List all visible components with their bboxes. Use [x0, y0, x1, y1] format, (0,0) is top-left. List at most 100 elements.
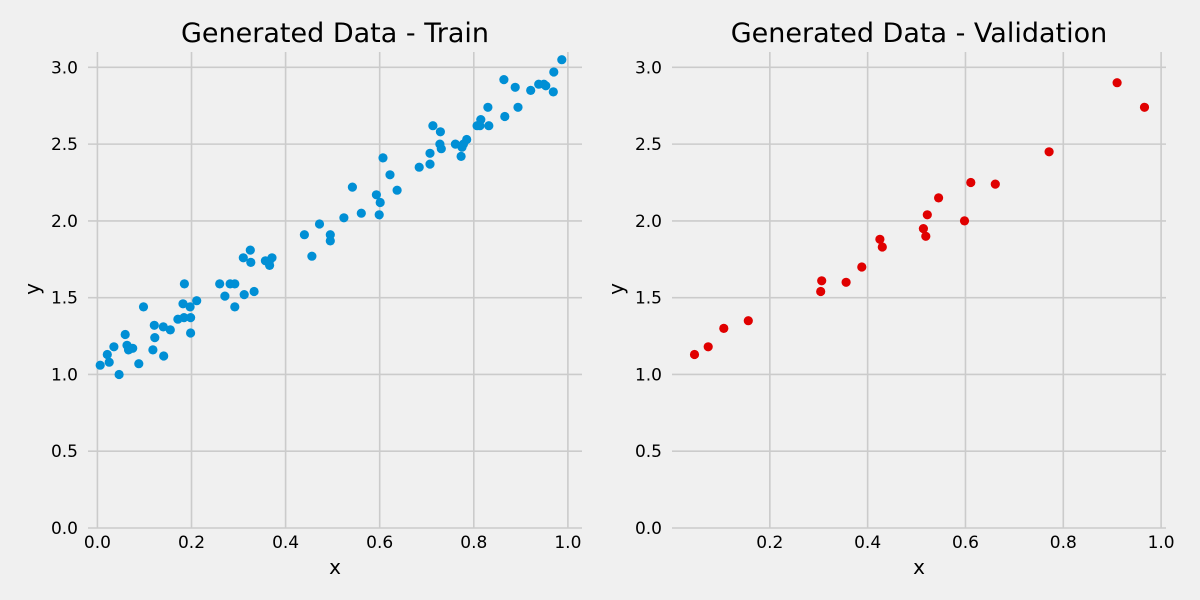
train-data-point: [392, 185, 402, 195]
train-data-point: [307, 251, 317, 261]
validation-data-point: [966, 177, 976, 188]
train-data-point: [414, 162, 424, 172]
validation-data-point: [877, 242, 887, 252]
train-y-tick-label: 0.5: [51, 442, 78, 462]
validation-gridlines: [672, 52, 1166, 529]
train-gridlines: [88, 52, 582, 529]
validation-x-tick-label: 0.6: [952, 533, 979, 553]
train-data-point: [374, 210, 384, 220]
validation-x-tick-label: 1.0: [1148, 533, 1175, 553]
train-data-point: [239, 290, 249, 300]
train-data-point: [299, 230, 309, 240]
validation-x-tick-label: 0.8: [1050, 533, 1077, 553]
validation-points: [689, 78, 1150, 360]
validation-data-point: [816, 286, 826, 297]
validation-data-point: [857, 262, 867, 272]
train-data-point: [456, 151, 466, 161]
train-data-point: [178, 299, 188, 309]
train-data-point: [510, 82, 520, 92]
validation-plot-area: 0.2 0.4 0.6 0.8 1.0 0.0 0.5 1.0 1.5 2.0 2.5 3.0: [635, 52, 1175, 553]
validation-data-point: [921, 231, 931, 241]
train-data-point: [179, 279, 189, 289]
train-points: [95, 55, 567, 380]
validation-panel: Generated Data - Validation x y 0.2 0.4 0.…: [604, 18, 1175, 579]
train-data-point: [425, 148, 435, 158]
train-data-point: [526, 85, 536, 95]
train-x-tick-label: 0.8: [460, 533, 487, 553]
train-data-point: [230, 279, 240, 289]
train-y-axis-label: y: [20, 283, 44, 295]
validation-y-tick-label: 1.5: [635, 289, 662, 309]
train-data-point: [102, 349, 112, 360]
validation-x-tick-label: 0.4: [854, 533, 881, 553]
train-data-point: [104, 357, 114, 367]
train-data-point: [484, 121, 494, 131]
train-title: Generated Data - Train: [181, 18, 489, 49]
train-plot-area: 0.0 0.2 0.4 0.6 0.8 1.0 0.0 0.5 1.0 1.5 2.0 2.5 3.0: [51, 52, 582, 553]
train-data-point: [499, 75, 509, 85]
train-data-point: [128, 343, 138, 353]
train-data-point: [548, 87, 558, 97]
train-x-tick-label: 0.2: [178, 533, 205, 553]
train-data-point: [500, 111, 510, 122]
validation-data-point: [1044, 147, 1054, 157]
validation-y-tick-label: 0.5: [635, 442, 662, 462]
train-data-point: [134, 359, 144, 369]
validation-y-tick-label: 3.0: [635, 58, 662, 78]
train-data-point: [314, 219, 325, 229]
train-data-point: [436, 144, 446, 154]
validation-data-point: [875, 234, 885, 244]
train-y-tick-label: 2.0: [51, 212, 78, 232]
train-data-point: [95, 360, 105, 370]
train-data-point: [475, 121, 485, 131]
train-data-point: [549, 67, 559, 77]
train-data-point: [249, 286, 259, 297]
validation-tick-labels: 0.2 0.4 0.6 0.8 1.0 0.0 0.5 1.0 1.5 2.0 2.5 3.0: [635, 58, 1175, 553]
train-data-point: [428, 121, 438, 131]
validation-data-point: [922, 210, 932, 220]
validation-data-point: [1112, 78, 1122, 88]
validation-data-point: [817, 276, 827, 286]
validation-title: Generated Data - Validation: [731, 18, 1108, 49]
train-data-point: [375, 197, 385, 208]
train-data-point: [158, 322, 168, 332]
train-data-point: [186, 328, 196, 338]
train-panel: Generated Data - Train x y 0.0 0.2 0.4 0.6 0…: [20, 18, 582, 579]
train-data-point: [179, 313, 189, 323]
validation-data-point: [743, 316, 753, 326]
train-y-tick-label: 1.0: [51, 365, 78, 385]
train-x-axis-label: x: [329, 555, 341, 579]
train-data-point: [120, 329, 130, 340]
train-data-point: [513, 102, 523, 112]
train-data-point: [148, 345, 158, 355]
train-data-point: [159, 351, 169, 361]
train-data-point: [425, 159, 435, 169]
train-data-point: [557, 55, 567, 65]
train-tick-labels: 0.0 0.2 0.4 0.6 0.8 1.0 0.0 0.5 1.0 1.5 2.0 2.5 3.0: [51, 58, 581, 553]
validation-data-point: [959, 216, 970, 226]
train-data-point: [347, 182, 357, 192]
validation-x-tick-label: 0.2: [756, 533, 783, 553]
train-data-point: [356, 208, 366, 218]
train-x-tick-label: 1.0: [554, 533, 581, 553]
validation-y-tick-label: 2.5: [635, 135, 662, 155]
train-y-tick-label: 2.5: [51, 135, 78, 155]
train-data-point: [192, 296, 202, 306]
train-data-point: [435, 127, 445, 137]
validation-y-axis-label: y: [604, 283, 628, 295]
train-data-point: [238, 253, 248, 263]
train-data-point: [462, 134, 472, 145]
train-data-point: [339, 213, 349, 223]
train-data-point: [378, 153, 388, 163]
train-y-tick-label: 1.5: [51, 289, 78, 309]
train-data-point: [150, 333, 160, 343]
train-y-tick-label: 0.0: [51, 519, 78, 539]
validation-y-tick-label: 1.0: [635, 365, 662, 385]
validation-data-point: [990, 179, 1000, 189]
train-data-point: [149, 320, 159, 330]
train-data-point: [165, 325, 175, 335]
train-data-point: [186, 313, 196, 323]
train-data-point: [114, 369, 124, 380]
validation-data-point: [1139, 102, 1150, 112]
